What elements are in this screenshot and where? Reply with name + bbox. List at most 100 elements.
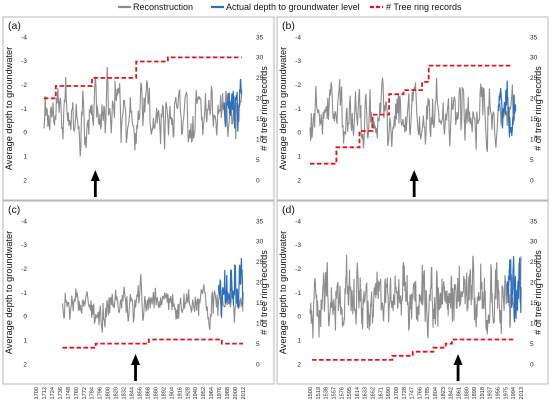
x-tick-label: 1975	[503, 387, 509, 399]
y2-tick-label: 15	[256, 116, 264, 123]
y-tick-label: -2	[21, 82, 27, 89]
x-tick-label: 1937	[488, 387, 494, 399]
y-axis-title: Average depth to groundwater	[4, 231, 14, 354]
x-tick-label: 1519	[316, 387, 322, 399]
x-tick-label: 1760	[74, 387, 80, 399]
panel-label: (b)	[282, 20, 295, 32]
x-tick-label: 1766	[417, 387, 423, 399]
y2-tick-label: 5	[530, 157, 534, 164]
x-tick-label: 1712	[42, 387, 48, 399]
y2-tick-label: 25	[530, 259, 538, 266]
tree-ring-series	[310, 64, 512, 165]
y2-tick-label: 0	[256, 177, 260, 184]
y2-tick-label: 25	[256, 259, 264, 266]
y-tick-label: 0	[297, 130, 301, 137]
x-tick-label: 1916	[177, 387, 183, 399]
arrow-marker	[131, 354, 141, 381]
y-axis-title: Average depth to groundwater	[278, 231, 288, 354]
y-tick-label: -1	[295, 106, 301, 113]
y2-tick-label: 10	[530, 320, 538, 327]
y2-tick-label: 10	[256, 136, 264, 143]
legend-tree-label: # Tree ring records	[386, 2, 462, 12]
y2-tick-label: 20	[256, 96, 264, 103]
y2-tick-label: 30	[256, 55, 264, 62]
x-tick-label: 1557	[331, 387, 337, 399]
legend-actual-label: Actual depth to groundwater level	[226, 2, 360, 12]
panel-label: (a)	[8, 20, 21, 32]
y-tick-label: -3	[295, 58, 301, 65]
y-tick-label: -4	[21, 218, 27, 225]
x-tick-label: 1671	[378, 387, 384, 399]
x-tick-label: 1736	[58, 387, 64, 399]
x-tick-label: 1918	[480, 387, 486, 399]
tree-ring-series	[312, 338, 514, 361]
x-tick-label: 1633	[363, 387, 369, 399]
x-tick-label: 1823	[441, 387, 447, 399]
y-tick-label: 2	[297, 177, 301, 184]
y2-tick-label: 35	[530, 34, 538, 41]
y-tick-label: 0	[23, 130, 27, 137]
y2-tick-label: 25	[530, 75, 538, 82]
panel-label: (d)	[282, 204, 295, 216]
x-tick-label: 1820	[114, 387, 120, 399]
x-tick-label: 1500	[308, 387, 314, 399]
x-tick-label: 1928	[185, 387, 191, 399]
y-axis-title: Average depth to groundwater	[4, 47, 14, 170]
x-tick-label: 1856	[138, 387, 144, 399]
y2-tick-label: 30	[530, 55, 538, 62]
x-tick-label: 2012	[241, 387, 247, 399]
legend-reconstruction-label: Reconstruction	[133, 2, 193, 12]
y2-tick-label: 15	[530, 300, 538, 307]
x-tick-label: 1899	[472, 387, 478, 399]
x-tick-label: 1690	[386, 387, 392, 399]
reconstruction-series	[309, 77, 517, 152]
y-tick-label: 2	[297, 361, 301, 368]
actual-series	[223, 78, 243, 132]
x-tick-label: 1538	[324, 387, 330, 399]
x-tick-label: 1747	[410, 387, 416, 399]
reconstruction-series	[309, 254, 522, 339]
y2-tick-label: 30	[530, 239, 538, 246]
y-tick-label: -2	[21, 266, 27, 273]
y-tick-label: -1	[21, 290, 27, 297]
y-tick-label: -1	[21, 106, 27, 113]
y-tick-label: 1	[23, 153, 27, 160]
actual-series	[506, 256, 522, 323]
x-tick-label: 1709	[394, 387, 400, 399]
y2-axis-title: # of tree ring records	[259, 250, 269, 335]
y-tick-label: -3	[21, 58, 27, 65]
y2-tick-label: 30	[256, 239, 264, 246]
x-tick-label: 1880	[153, 387, 159, 399]
y2-tick-label: 35	[530, 218, 538, 225]
tree-ring-series	[43, 56, 242, 100]
x-tick-label: 1700	[34, 387, 40, 399]
y2-tick-label: 5	[530, 341, 534, 348]
x-tick-label: 1808	[106, 387, 112, 399]
y2-tick-label: 0	[530, 177, 534, 184]
y2-tick-label: 0	[530, 361, 534, 368]
y2-tick-label: 20	[256, 280, 264, 287]
arrow-marker	[453, 354, 463, 381]
x-tick-label: 1772	[82, 387, 88, 399]
y2-axis-title: # of tree ring records	[259, 66, 269, 151]
y2-tick-label: 35	[256, 34, 264, 41]
x-tick-label: 1988	[225, 387, 231, 399]
y-tick-label: 1	[297, 153, 301, 160]
y2-tick-label: 0	[256, 361, 260, 368]
x-tick-label: 1652	[371, 387, 377, 399]
y2-tick-label: 35	[256, 218, 264, 225]
y-tick-label: -2	[295, 266, 301, 273]
y2-tick-label: 10	[256, 320, 264, 327]
x-tick-label: 1956	[496, 387, 502, 399]
y2-tick-label: 25	[256, 75, 264, 82]
y-tick-label: -3	[295, 242, 301, 249]
reconstruction-series	[43, 67, 243, 157]
x-tick-label: 1832	[122, 387, 128, 399]
x-tick-label: 2000	[233, 387, 239, 399]
x-tick-label: 1614	[355, 387, 361, 399]
x-tick-label: 1952	[201, 387, 207, 399]
